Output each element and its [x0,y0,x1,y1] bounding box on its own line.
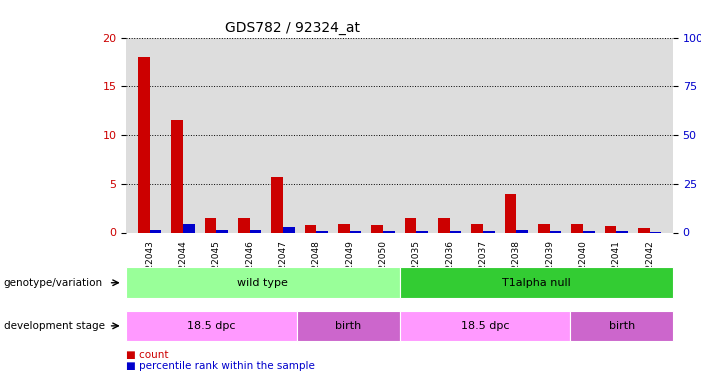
Bar [304,225,316,232]
Text: genotype/variation: genotype/variation [4,278,102,288]
Text: ■ count: ■ count [126,350,169,360]
Bar [149,230,161,232]
Bar [138,57,149,232]
Text: ■ percentile rank within the sample: ■ percentile rank within the sample [126,361,315,370]
Bar [616,231,628,232]
Bar [471,224,483,232]
Bar [338,224,350,232]
Bar [583,231,594,232]
Bar [438,218,449,232]
Bar [250,230,261,232]
Bar [216,230,228,232]
Bar [604,226,616,232]
Bar [505,194,516,232]
Bar [538,224,550,232]
Bar [183,224,194,232]
Bar [283,227,294,232]
Text: 18.5 dpc: 18.5 dpc [461,321,509,331]
Text: T1alpha null: T1alpha null [502,278,571,288]
Text: wild type: wild type [238,278,288,288]
Bar [171,120,183,232]
Bar [638,228,650,232]
Bar [205,218,216,232]
Bar [449,231,461,232]
Text: GDS782 / 92324_at: GDS782 / 92324_at [224,21,360,35]
Text: birth: birth [608,321,635,331]
Bar [416,231,428,232]
Bar [483,231,495,232]
Bar [571,224,583,232]
Text: birth: birth [335,321,362,331]
Bar [238,218,250,232]
Text: 18.5 dpc: 18.5 dpc [187,321,236,331]
Bar [350,231,361,232]
Bar [316,231,328,232]
Bar [372,225,383,232]
Bar [516,230,528,232]
Bar [404,218,416,232]
Bar [383,231,395,232]
Bar [550,231,562,232]
Text: development stage: development stage [4,321,104,331]
Bar [271,177,283,232]
